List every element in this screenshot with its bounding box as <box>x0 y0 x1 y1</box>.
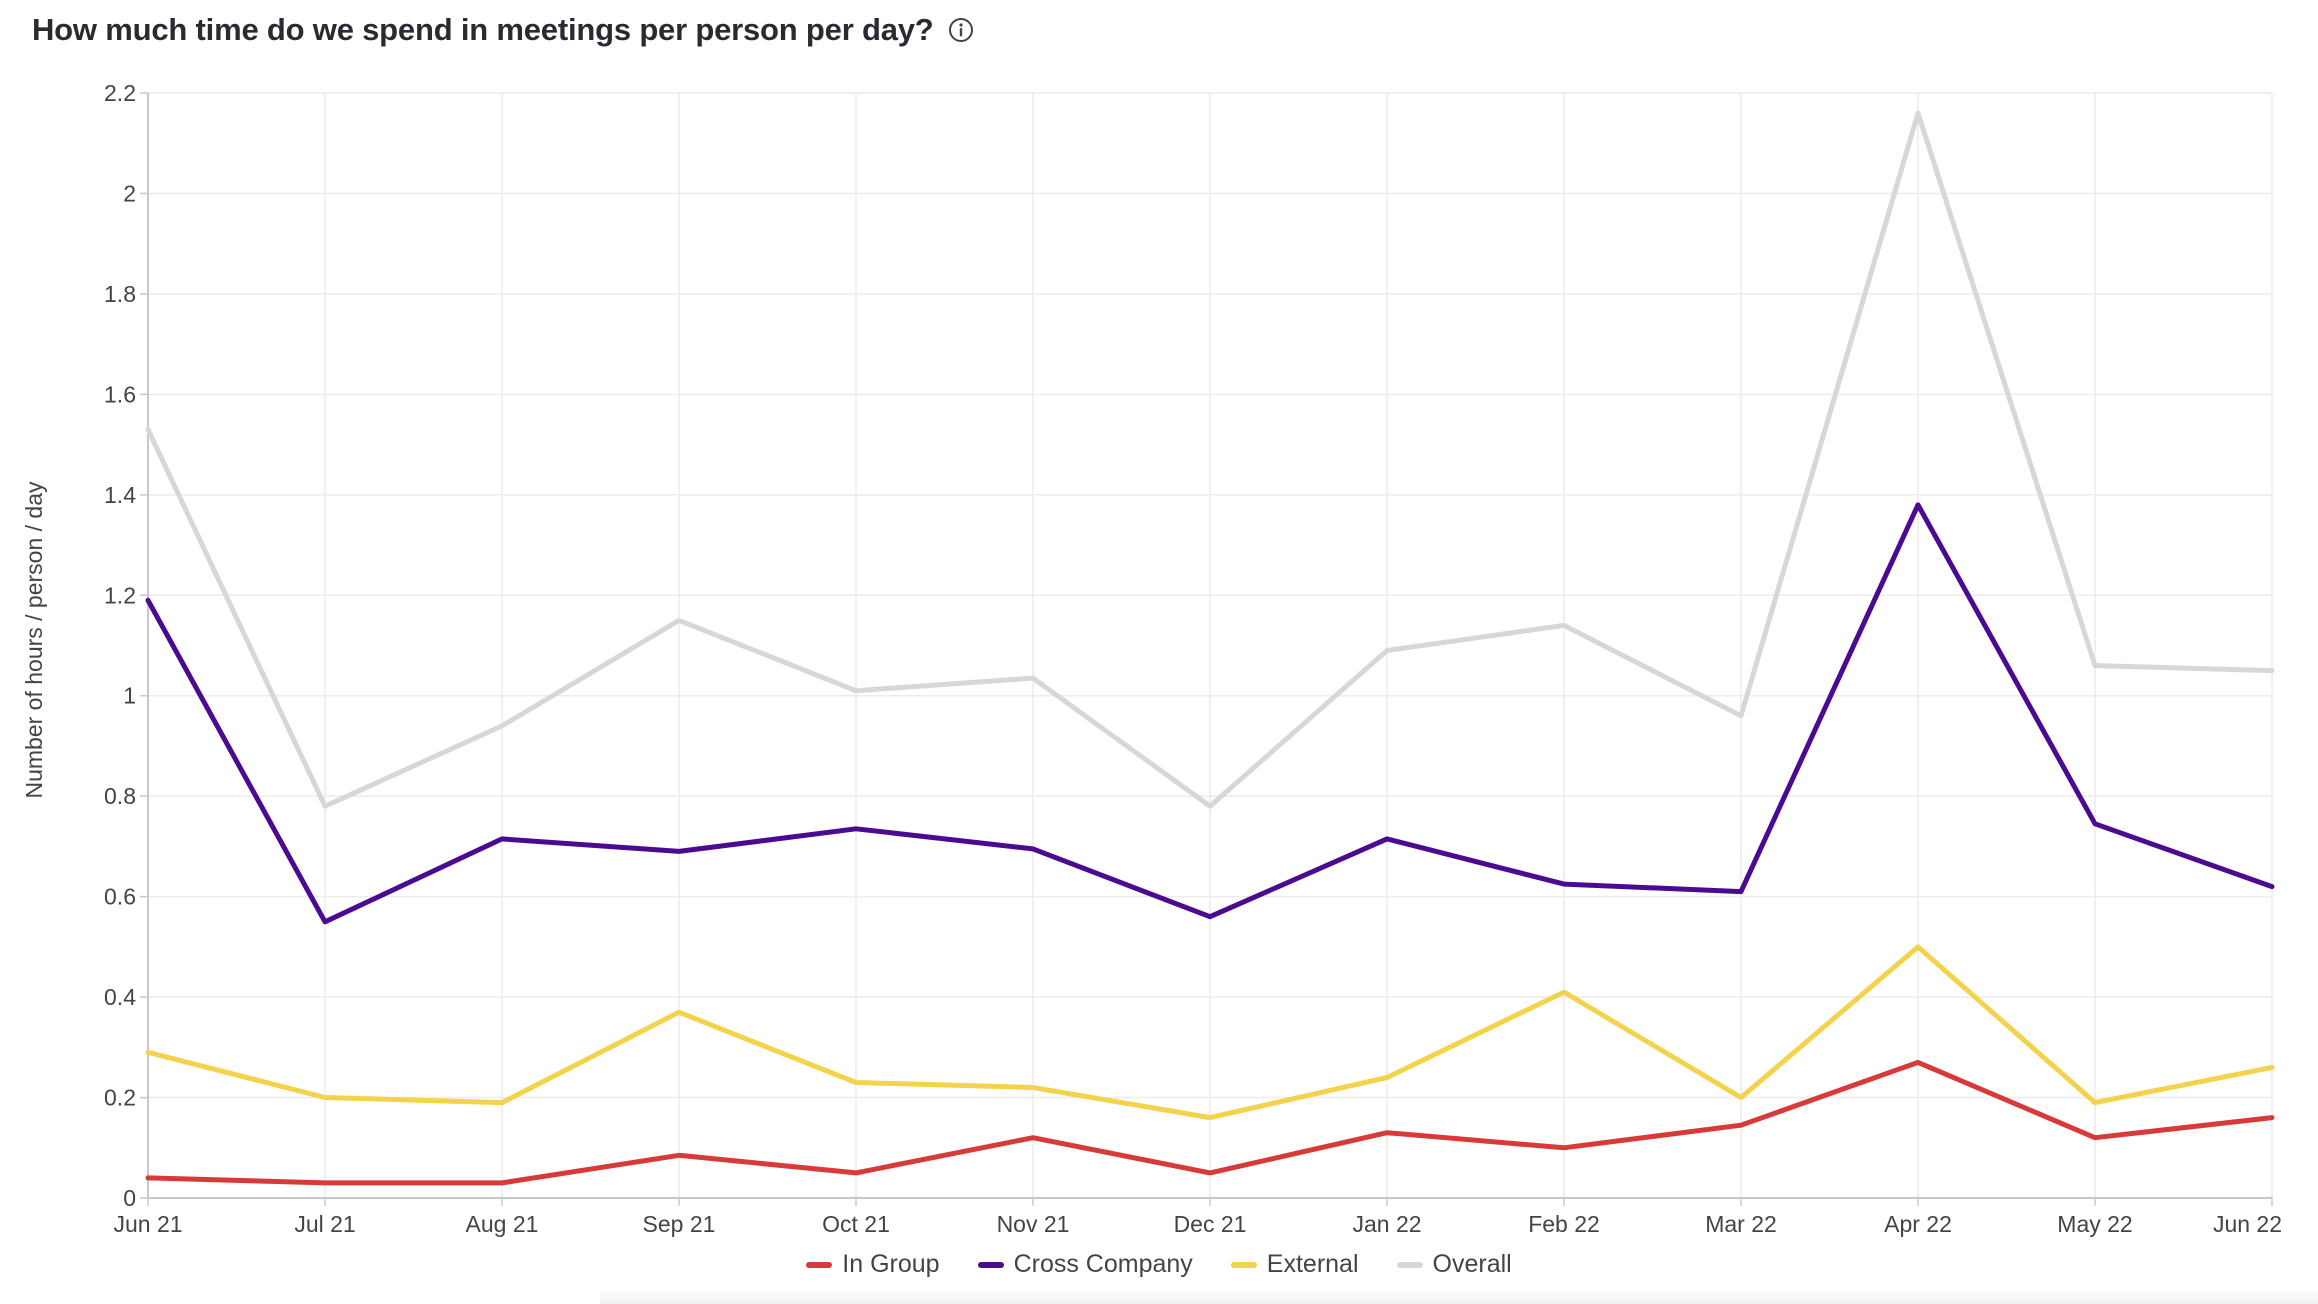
x-tick-label: Jan 22 <box>1352 1211 1421 1237</box>
chart-header: How much time do we spend in meetings pe… <box>32 10 974 50</box>
x-tick-label: Feb 22 <box>1528 1211 1600 1237</box>
x-tick-label: Oct 21 <box>822 1211 890 1237</box>
y-tick-label: 0.4 <box>104 984 136 1010</box>
axes <box>140 92 2273 1206</box>
x-tick-label: Apr 22 <box>1884 1211 1952 1237</box>
x-tick-label: Nov 21 <box>997 1211 1070 1237</box>
chart-title: How much time do we spend in meetings pe… <box>32 12 934 47</box>
info-icon[interactable] <box>948 17 974 43</box>
legend-label: Cross Company <box>1013 1250 1193 1278</box>
y-tick-label: 1 <box>123 683 136 709</box>
y-tick-label: 0.2 <box>104 1085 136 1111</box>
legend-item-external[interactable]: External <box>1230 1250 1359 1279</box>
bottom-shadow <box>600 1288 2318 1304</box>
legend-swatch <box>1396 1261 1423 1268</box>
x-tick-label: Jul 21 <box>294 1211 355 1237</box>
x-tick-label: Sep 21 <box>643 1211 716 1237</box>
x-tick-label: Dec 21 <box>1174 1211 1247 1237</box>
legend-item-cross-company[interactable]: Cross Company <box>977 1250 1193 1279</box>
grid-lines <box>148 92 2273 1198</box>
x-tick-label: May 22 <box>2057 1211 2132 1237</box>
legend-item-overall[interactable]: Overall <box>1396 1250 1512 1279</box>
legend-swatch <box>806 1261 833 1268</box>
legend-item-in-group[interactable]: In Group <box>806 1250 940 1279</box>
series-line-in-group[interactable] <box>145 1059 2275 1186</box>
y-tick-label: 0.8 <box>104 783 136 809</box>
y-tick-label: 2 <box>123 180 136 206</box>
series-line-cross-company[interactable] <box>145 502 2275 925</box>
legend: In Group Cross Company External Overall <box>0 1250 2318 1279</box>
legend-label: External <box>1266 1250 1359 1278</box>
x-tick-label: Mar 22 <box>1705 1211 1777 1237</box>
legend-label: In Group <box>842 1250 940 1278</box>
y-tick-label: 1.2 <box>104 582 136 608</box>
series-lines <box>145 110 2275 1186</box>
x-tick-labels: Jun 21 Jul 21 Aug 21 Sep 21 Oct 21 Nov 21 Dec … <box>113 1211 2282 1237</box>
y-tick-label: 0 <box>123 1185 136 1211</box>
y-tick-labels: 0 0.2 0.4 0.6 0.8 1 1.2 1.4 1.6 1.8 2 2.2 <box>104 80 136 1211</box>
y-axis-label: Number of hours / person / day <box>21 481 47 799</box>
y-tick-label: 2.2 <box>104 80 136 106</box>
y-tick-label: 0.6 <box>104 884 136 910</box>
x-tick-label: Aug 21 <box>466 1211 539 1237</box>
x-tick-label: Jun 21 <box>113 1211 182 1237</box>
series-line-overall[interactable] <box>145 110 2275 809</box>
legend-label: Overall <box>1432 1250 1512 1278</box>
legend-swatch <box>977 1261 1004 1268</box>
x-tick-label: Jun 22 <box>2213 1211 2282 1237</box>
y-tick-label: 1.8 <box>104 281 136 307</box>
legend-swatch <box>1230 1261 1257 1268</box>
series-line-external[interactable] <box>145 944 2275 1121</box>
y-tick-label: 1.6 <box>104 381 136 407</box>
y-tick-label: 1.4 <box>104 482 136 508</box>
